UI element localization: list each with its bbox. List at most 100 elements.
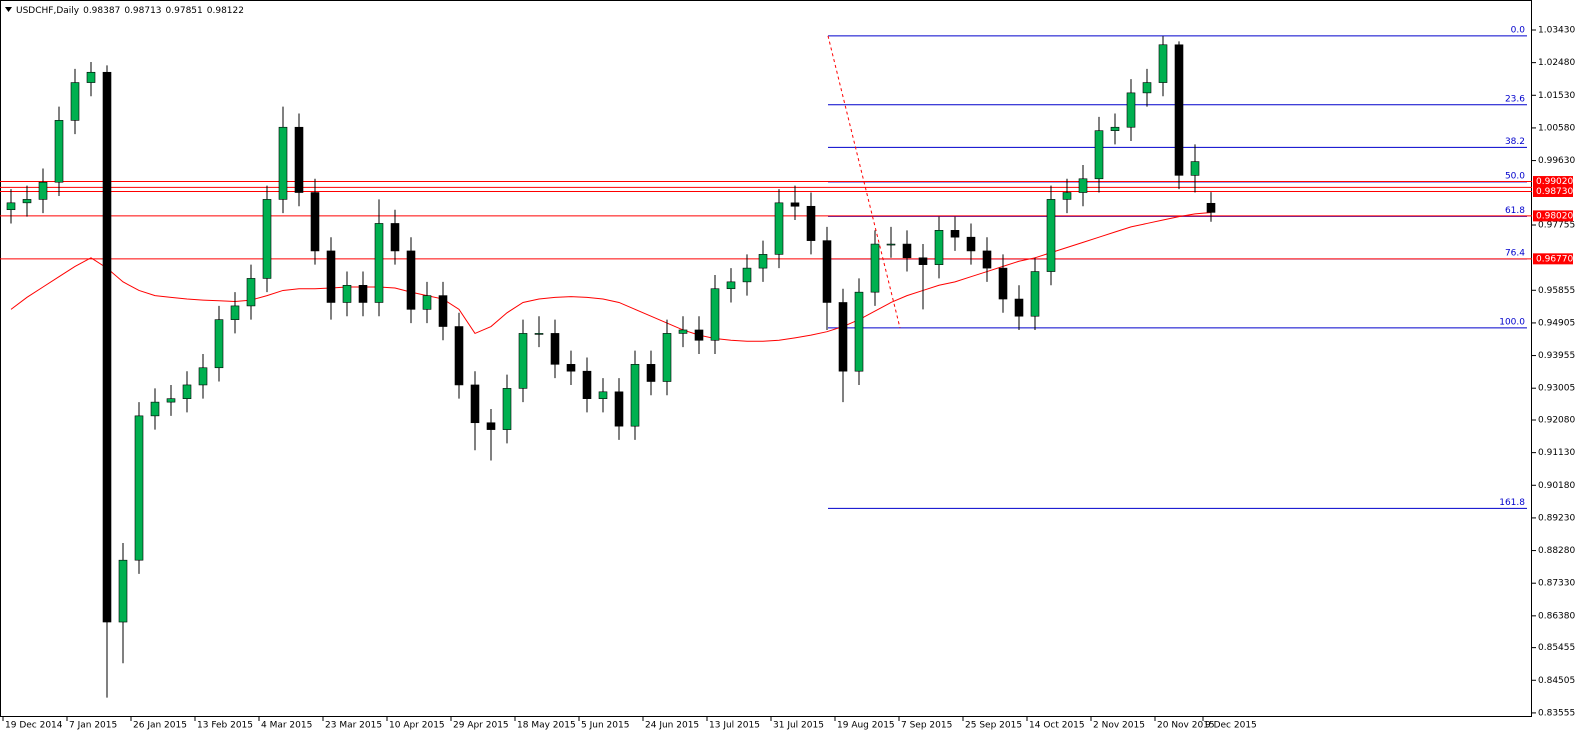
candle-body (406, 250, 416, 310)
candle-body (1126, 92, 1136, 128)
y-tick-label: 0.87330 (1538, 579, 1575, 589)
fib-label: 76.4 (1505, 248, 1525, 258)
x-tick-label: 7 Jan 2015 (69, 721, 117, 731)
fib-label: 23.6 (1505, 94, 1525, 104)
candle-body (1158, 44, 1168, 83)
y-tick-label: 0.89230 (1538, 513, 1575, 523)
candle-body (38, 181, 48, 200)
candle-body (838, 302, 848, 372)
candle-body (182, 384, 192, 399)
x-tick-label: 10 Apr 2015 (389, 721, 445, 731)
candle-body (534, 333, 544, 335)
y-tick-label: 0.91130 (1538, 448, 1575, 458)
candle-body (310, 192, 320, 252)
header-low: 0.97851 (166, 6, 203, 16)
candle-body (982, 250, 992, 269)
candle-body (198, 367, 208, 386)
candle-body (1046, 199, 1056, 272)
header-open: 0.98387 (83, 6, 120, 16)
candle-body (326, 250, 336, 303)
symbol: USDCHF,Daily (16, 6, 80, 16)
candle-body (1142, 82, 1152, 94)
y-tick-label: 0.85455 (1538, 643, 1575, 653)
header-close: 0.98122 (207, 6, 244, 16)
candle-body (422, 295, 432, 310)
candle-body (470, 384, 480, 424)
x-tick-label: 20 Nov 2015 (1157, 721, 1215, 731)
fib-label: 38.2 (1505, 137, 1525, 147)
candle-body (22, 199, 32, 204)
candle-body (214, 319, 224, 369)
candle-body (86, 71, 96, 83)
candle-body (598, 391, 608, 399)
candle-body (230, 305, 240, 320)
price-tag-label: 0.96770 (1536, 254, 1573, 264)
x-tick-label: 13 Feb 2015 (197, 721, 253, 731)
candle-body (806, 205, 816, 241)
y-tick-label: 0.86380 (1538, 611, 1575, 621)
x-tick-label: 23 Mar 2015 (325, 721, 382, 731)
candle-body (390, 223, 400, 252)
candle-body (902, 243, 912, 259)
plot-frame (0, 0, 1532, 717)
y-tick-label: 0.92080 (1538, 415, 1575, 425)
fib-label: 50.0 (1505, 171, 1525, 181)
price-tag-label: 0.98730 (1536, 187, 1573, 197)
candle-body (710, 288, 720, 341)
candle-body (1206, 202, 1216, 213)
candle-body (662, 333, 672, 382)
candle-body (1014, 298, 1024, 317)
y-tick-label: 1.02480 (1538, 58, 1575, 68)
price-tag-label: 0.98020 (1536, 211, 1573, 221)
candle-body (166, 398, 176, 403)
candle-body (486, 422, 496, 430)
x-tick-label: 19 Aug 2015 (837, 721, 895, 731)
x-tick-label: 24 Jun 2015 (645, 721, 699, 731)
candle-body (790, 202, 800, 207)
price-tag-label: 0.99020 (1536, 177, 1573, 187)
candle-body (758, 254, 768, 269)
y-tick-label: 1.01530 (1538, 91, 1575, 101)
candle-body (1110, 126, 1120, 131)
candle-body (726, 281, 736, 290)
candle-body (54, 120, 64, 183)
x-tick-label: 26 Jan 2015 (133, 721, 187, 731)
candle-body (150, 401, 160, 417)
candle-body (102, 71, 112, 623)
y-tick-label: 0.95855 (1538, 286, 1575, 296)
candle-body (822, 240, 832, 303)
y-tick-label: 0.99630 (1538, 156, 1575, 166)
candle-body (278, 126, 288, 200)
candle-body (294, 126, 304, 193)
y-tick-label: 0.97755 (1538, 220, 1575, 230)
candle-body (70, 82, 80, 121)
candle-body (614, 391, 624, 427)
candle-body (134, 415, 144, 561)
candle-body (246, 278, 256, 307)
x-tick-label: 7 Sep 2015 (901, 721, 952, 731)
candle-body (1094, 130, 1104, 180)
candle-body (774, 202, 784, 255)
y-tick-label: 0.84505 (1538, 676, 1575, 686)
price-tag (1533, 185, 1573, 197)
candle-body (6, 202, 16, 211)
x-tick-label: 19 Dec 2014 (5, 721, 63, 731)
candle-body (1030, 271, 1040, 317)
y-tick-label: 1.00580 (1538, 123, 1575, 133)
price-tag (1533, 176, 1573, 188)
y-tick-label: 0.90180 (1538, 481, 1575, 491)
candle-body (966, 236, 976, 252)
candle-body (358, 284, 368, 303)
candle-body (870, 243, 880, 293)
x-tick-label: 18 May 2015 (517, 721, 576, 731)
candle-body (1174, 44, 1184, 176)
fib-label: 100.0 (1499, 317, 1525, 327)
candle-body (694, 329, 704, 341)
candle-body (630, 364, 640, 427)
x-tick-label: 13 Jul 2015 (709, 721, 760, 731)
x-tick-label: 5 Jun 2015 (581, 721, 629, 731)
candle-body (118, 559, 128, 623)
candle-body (438, 295, 448, 327)
